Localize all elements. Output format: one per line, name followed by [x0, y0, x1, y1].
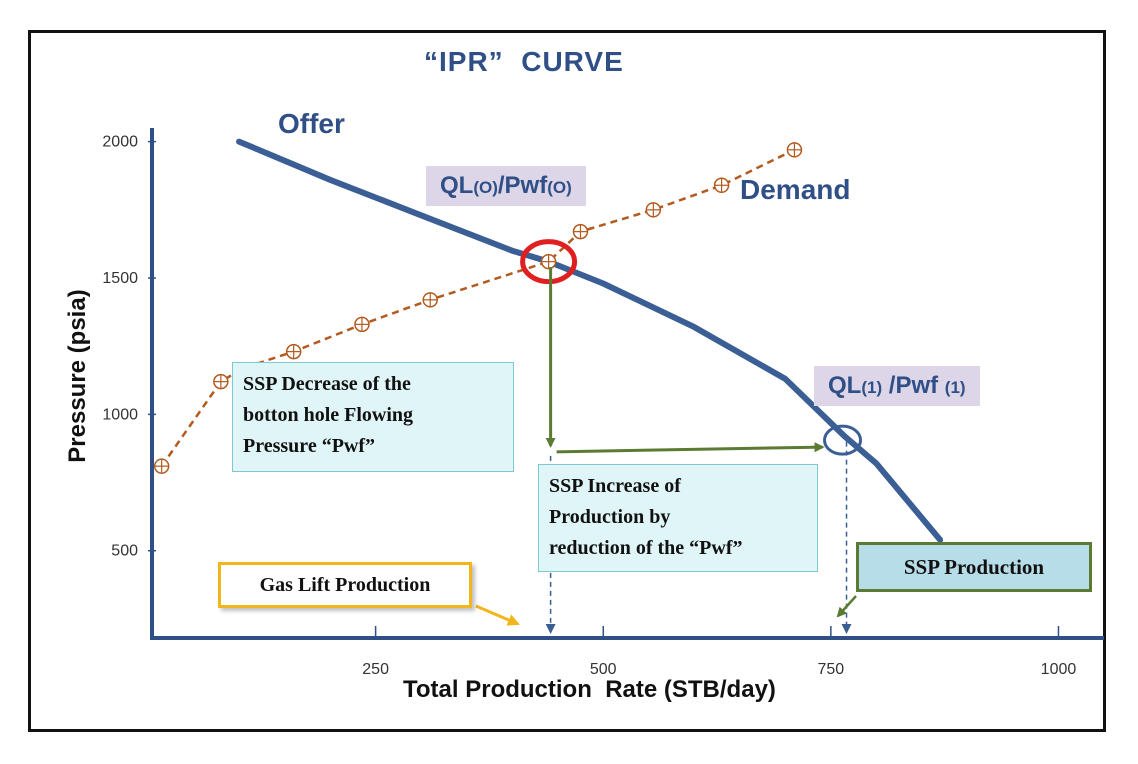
demand-point: [572, 223, 589, 240]
demand-point: [213, 373, 229, 390]
series-label-demand: Demand: [740, 174, 851, 205]
x-tick-label: 1000: [1041, 661, 1077, 678]
gas-lift-arrow: [475, 604, 520, 626]
x-tick-label: 500: [590, 661, 617, 678]
y-tick-label: 500: [111, 543, 138, 560]
y-tick-label: 2000: [102, 134, 138, 151]
demand-point: [786, 142, 803, 158]
gas-lift-production-label: Gas Lift Production: [218, 562, 472, 608]
offer-curve: [236, 138, 944, 543]
x-axis-label: Total Production Rate (STB/day): [403, 676, 776, 703]
ssp-production-arrow: [836, 595, 857, 618]
y-axis-label: Pressure (psia): [64, 289, 91, 463]
demand-point: [422, 292, 438, 308]
operating-point-label: QL(O)/Pwf(O): [426, 166, 586, 206]
production-increase-arrow: [556, 442, 825, 454]
series-label-offer: Offer: [278, 108, 345, 139]
operating-point-circle: [520, 239, 578, 285]
demand-point: [540, 253, 557, 270]
new-operating-point-circle: [823, 424, 863, 456]
note-production-increase: SSP Increase of Production by reduction …: [538, 464, 818, 572]
demand-point: [354, 316, 370, 333]
demand-point: [285, 343, 302, 360]
demand-point: [153, 458, 170, 474]
y-tick-label: 1500: [102, 270, 138, 287]
x-tick-label: 250: [362, 661, 389, 678]
chart-title: “IPR” CURVE: [424, 46, 624, 77]
demand-point: [645, 202, 662, 218]
y-tick-label: 1000: [102, 406, 138, 423]
note-pwf-decrease: SSP Decrease of the botton hole Flowing …: [232, 362, 514, 472]
x-tick-label: 750: [818, 661, 845, 678]
new-operating-point-label: QL(1) /Pwf (1): [814, 366, 980, 406]
ssp-production-label: SSP Production: [856, 542, 1092, 592]
demand-point: [713, 177, 730, 194]
